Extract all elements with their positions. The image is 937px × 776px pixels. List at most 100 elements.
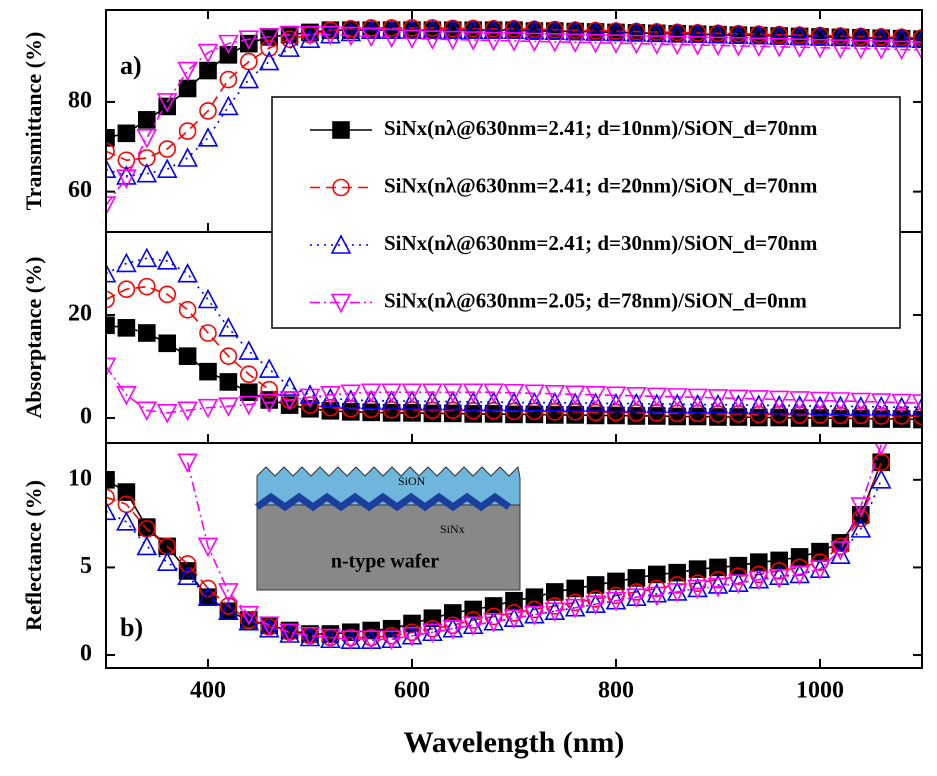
marker — [320, 628, 341, 649]
marker — [646, 22, 668, 43]
marker — [830, 26, 851, 47]
marker — [544, 602, 566, 622]
marker — [442, 30, 464, 51]
series-line — [106, 462, 882, 639]
marker — [299, 384, 321, 404]
marker — [199, 61, 217, 80]
marker — [462, 19, 484, 39]
marker — [483, 383, 504, 403]
marker — [422, 623, 443, 643]
marker — [258, 28, 280, 48]
marker — [850, 39, 872, 60]
panel: 0 20 Absorptance (%) — [21, 231, 923, 444]
marker — [850, 395, 872, 416]
marker — [768, 25, 790, 45]
marker — [707, 393, 729, 414]
marker — [646, 393, 668, 413]
marker — [238, 30, 260, 50]
series-line — [106, 33, 922, 206]
series-line — [106, 29, 922, 177]
marker — [117, 319, 136, 337]
marker — [586, 576, 605, 594]
marker — [197, 537, 219, 558]
marker — [483, 19, 504, 39]
marker — [138, 111, 156, 129]
marker — [138, 277, 156, 296]
marker — [707, 23, 729, 44]
marker — [524, 32, 545, 53]
marker — [158, 334, 176, 353]
marker — [442, 390, 464, 411]
marker — [218, 583, 239, 603]
marker — [830, 39, 851, 59]
plot-area — [106, 443, 892, 650]
marker — [768, 390, 790, 411]
marker — [260, 39, 279, 57]
marker — [258, 618, 280, 638]
marker — [790, 406, 809, 424]
marker — [116, 169, 137, 189]
marker — [809, 38, 831, 59]
plot-area — [106, 19, 922, 216]
marker — [116, 386, 137, 406]
marker — [136, 401, 158, 421]
marker — [423, 619, 442, 638]
marker — [870, 395, 892, 416]
panel-label: a) — [120, 51, 142, 80]
marker — [666, 388, 688, 408]
marker — [238, 395, 260, 416]
marker — [830, 395, 851, 415]
marker — [178, 347, 197, 365]
marker — [585, 392, 606, 412]
marker — [728, 394, 749, 414]
marker — [666, 23, 688, 43]
marker — [647, 565, 666, 584]
marker — [850, 518, 872, 538]
legend-label: SiNx(nλ@630nm=2.41; d=20nm)/SiON_d=70nm — [384, 173, 818, 197]
panel-frame — [105, 442, 923, 669]
marker — [626, 392, 647, 413]
inset-diagram: SiON SiNx n-type wafer — [254, 465, 521, 591]
marker — [218, 317, 239, 337]
marker — [178, 301, 197, 319]
marker — [320, 386, 341, 406]
marker — [687, 393, 708, 414]
marker — [156, 250, 178, 270]
marker — [503, 609, 525, 629]
marker — [564, 385, 586, 406]
marker — [913, 29, 922, 47]
marker — [748, 394, 770, 414]
marker — [117, 280, 136, 298]
y-tick-label: 5 — [80, 553, 92, 579]
marker — [646, 586, 668, 607]
marker — [605, 21, 627, 42]
marker — [809, 395, 831, 415]
marker — [564, 20, 586, 41]
marker — [462, 31, 484, 51]
marker — [585, 595, 606, 615]
marker — [219, 373, 238, 391]
marker — [870, 393, 892, 413]
marker — [156, 158, 178, 179]
marker — [299, 25, 321, 46]
marker — [748, 37, 770, 58]
marker — [177, 401, 198, 421]
marker — [544, 391, 566, 412]
sinx-layer — [254, 492, 512, 512]
marker — [688, 560, 707, 578]
marker — [279, 25, 300, 46]
marker — [258, 616, 280, 636]
legend: SiNx(nλ@630nm=2.41; d=10nm)/SiON_d=70nm S… — [271, 96, 901, 329]
marker — [443, 616, 462, 635]
marker — [564, 598, 586, 619]
marker — [197, 43, 219, 64]
legend-label: SiNx(nλ@630nm=2.41; d=30nm)/SiON_d=70nm — [384, 231, 818, 255]
marker — [668, 563, 687, 582]
marker — [544, 33, 566, 53]
marker — [544, 384, 566, 405]
marker — [106, 129, 115, 147]
y-axis-label: Transmittance (%) — [21, 32, 46, 211]
marker — [340, 389, 362, 409]
marker — [524, 605, 545, 626]
marker — [401, 390, 423, 410]
